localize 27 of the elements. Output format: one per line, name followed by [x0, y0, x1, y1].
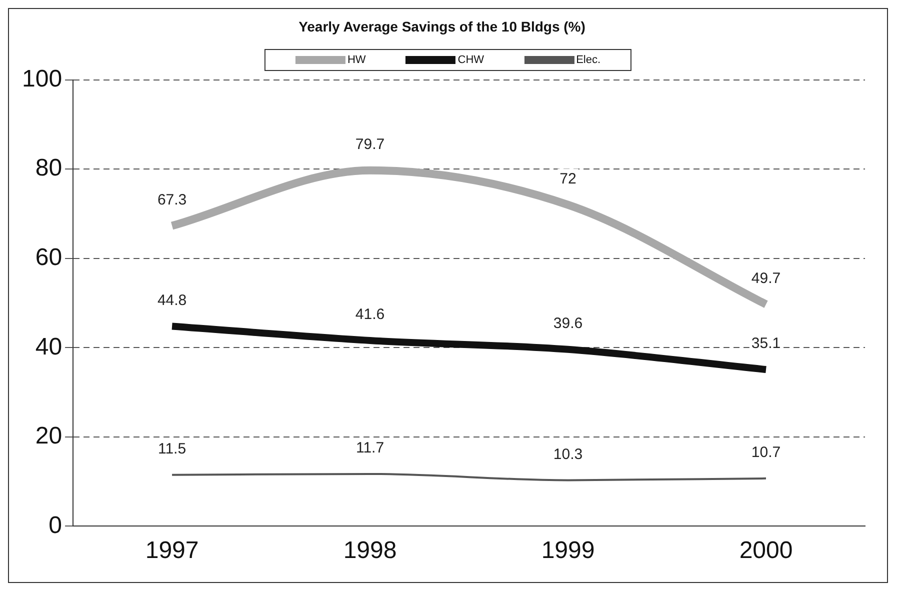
data-label: 39.6 [553, 315, 583, 332]
x-tick-label: 1998 [343, 537, 397, 564]
data-label: 49.7 [751, 270, 781, 287]
legend-label: CHW [458, 54, 484, 66]
x-tick-label: 1999 [541, 537, 595, 564]
data-label: 41.6 [355, 306, 385, 324]
y-tick-label: 100 [22, 65, 62, 92]
data-label: 11.5 [158, 440, 186, 458]
y-tick-label: 20 [35, 422, 62, 450]
legend-label: HW [347, 54, 366, 66]
legend-label: Elec. [576, 54, 601, 66]
data-label: 79.7 [355, 136, 385, 154]
data-label: 10.3 [553, 446, 583, 463]
y-tick-label: 60 [35, 244, 62, 271]
line-series [171, 472, 768, 482]
data-label: 11.7 [356, 440, 384, 457]
x-tick-label: 2000 [739, 537, 793, 564]
y-tick-label: 80 [35, 154, 62, 182]
data-label: 35.1 [751, 335, 781, 352]
data-label: 67.3 [157, 191, 187, 208]
chart-title: Yearly Average Savings of the 10 Bldgs (%) [298, 18, 586, 34]
data-label: 10.7 [751, 444, 781, 462]
y-tick-label: 0 [48, 512, 62, 539]
data-label: 44.8 [157, 292, 187, 309]
x-tick-label: 1997 [145, 537, 199, 564]
y-tick-label: 40 [35, 333, 62, 360]
data-label: 72 [560, 170, 576, 188]
